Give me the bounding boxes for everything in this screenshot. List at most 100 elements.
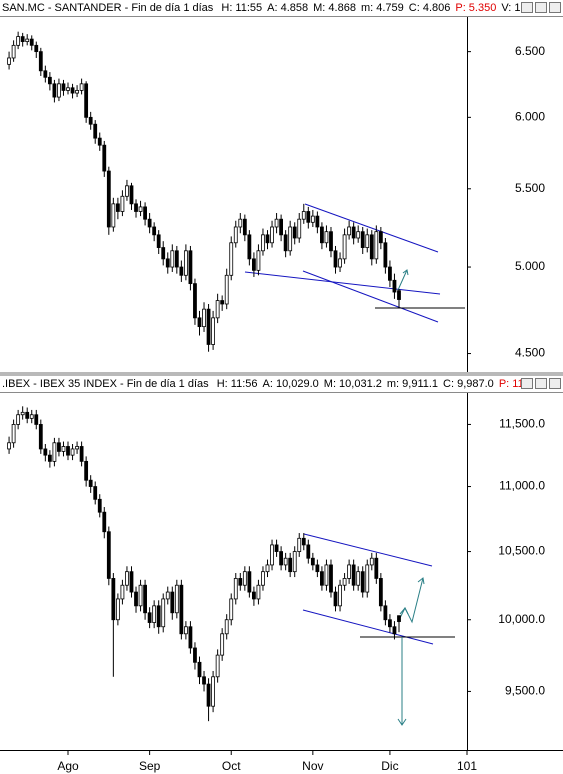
candle-body xyxy=(347,226,352,236)
window-button[interactable] xyxy=(549,2,561,13)
candle-body xyxy=(256,584,261,600)
candle-body xyxy=(292,551,297,573)
candle-body xyxy=(197,661,202,678)
y-tick-label: 10,500.0 xyxy=(498,544,545,558)
candle-body xyxy=(301,537,306,546)
candle-body xyxy=(61,446,66,452)
window-button[interactable] xyxy=(549,378,561,389)
y-tick-label: 9,500.0 xyxy=(505,684,545,698)
candle-body xyxy=(16,414,21,425)
candle-body xyxy=(397,290,401,300)
header-field: P: 5.350 xyxy=(455,2,497,14)
candle-body xyxy=(206,683,211,707)
candle-body xyxy=(70,448,75,456)
candle-body xyxy=(84,83,89,118)
y-tick-label: 6.000 xyxy=(515,110,545,124)
window-buttons xyxy=(521,378,561,389)
candle-body xyxy=(288,557,293,573)
candle-body xyxy=(383,605,388,621)
window-button[interactable] xyxy=(521,2,533,13)
candle-body xyxy=(356,571,361,586)
candle-body xyxy=(347,564,352,579)
candle-body xyxy=(106,531,111,579)
candle-body xyxy=(88,116,93,125)
candle-body xyxy=(279,218,284,236)
candle-body xyxy=(392,279,397,293)
candle-body xyxy=(38,51,43,72)
candle-body xyxy=(125,185,129,197)
candle-body xyxy=(11,44,16,59)
window-button[interactable] xyxy=(535,2,547,13)
candle-body xyxy=(315,215,320,228)
header-field: A: 10,029.0 xyxy=(262,378,319,390)
arrow-head xyxy=(402,269,409,276)
candle-body xyxy=(134,591,138,607)
candle-body xyxy=(197,317,202,328)
candle-body xyxy=(75,90,79,94)
candle-body xyxy=(179,584,184,635)
candle-body xyxy=(179,266,184,276)
candle-body xyxy=(38,424,43,450)
x-tick-label: Oct xyxy=(222,759,241,773)
candle-body xyxy=(215,654,220,678)
candle-body xyxy=(229,598,234,621)
candle-body xyxy=(383,242,388,268)
candle-body xyxy=(193,283,197,319)
candle-body xyxy=(374,231,379,260)
candle-body xyxy=(70,87,75,94)
candle-body xyxy=(388,619,392,628)
candle-body xyxy=(202,676,206,685)
candle-body xyxy=(247,571,252,593)
candle-body xyxy=(111,578,116,621)
candle-body xyxy=(57,83,61,98)
y-tick-label: 11,000.0 xyxy=(499,479,545,493)
candle-body xyxy=(106,170,111,228)
arrow-head xyxy=(397,718,407,726)
y-tick-label: 6.500 xyxy=(515,44,545,58)
candle-body xyxy=(315,564,320,573)
candle-body xyxy=(129,185,134,205)
candle-body xyxy=(143,206,147,220)
candle-body xyxy=(215,300,220,319)
header-field: H: 11:56 xyxy=(216,378,258,390)
candle-body xyxy=(43,70,48,78)
candle-body xyxy=(252,258,256,271)
header-field: C: 9,987.0 xyxy=(443,378,494,390)
candle-body xyxy=(183,626,188,635)
y-tick-label: 11,500.0 xyxy=(499,417,545,431)
candle-body xyxy=(147,218,152,228)
x-tick-label: Ago xyxy=(57,759,79,773)
candle-body xyxy=(333,591,338,607)
candle-body xyxy=(252,591,256,600)
candle-body xyxy=(306,211,311,223)
candle-body xyxy=(202,308,206,328)
candle-body xyxy=(369,234,374,260)
candle-body xyxy=(233,226,238,244)
candle-body xyxy=(247,234,252,260)
trend-line xyxy=(303,533,433,567)
candle-body xyxy=(320,571,324,586)
candle-body xyxy=(88,479,93,487)
candle-body xyxy=(120,584,125,600)
header-field: H: 11:55 xyxy=(221,2,263,14)
candle-body xyxy=(233,578,238,600)
window-button[interactable] xyxy=(535,378,547,389)
candle-body xyxy=(93,486,98,500)
candle-body xyxy=(238,218,243,228)
window-button[interactable] xyxy=(521,378,533,389)
candle-body xyxy=(224,274,229,305)
candle-body xyxy=(75,446,79,450)
panel-separator xyxy=(0,372,563,376)
candle-body xyxy=(102,144,107,172)
header-field: m: 4.759 xyxy=(360,2,404,14)
candle-body xyxy=(147,612,152,623)
candle-body xyxy=(115,203,120,212)
trend-line xyxy=(302,609,434,645)
trend-line xyxy=(304,203,439,253)
candle-body xyxy=(351,226,356,239)
window-buttons xyxy=(521,2,561,13)
candle-body xyxy=(156,234,161,248)
x-tick-label: Sep xyxy=(139,759,161,773)
candle-body xyxy=(174,584,179,614)
